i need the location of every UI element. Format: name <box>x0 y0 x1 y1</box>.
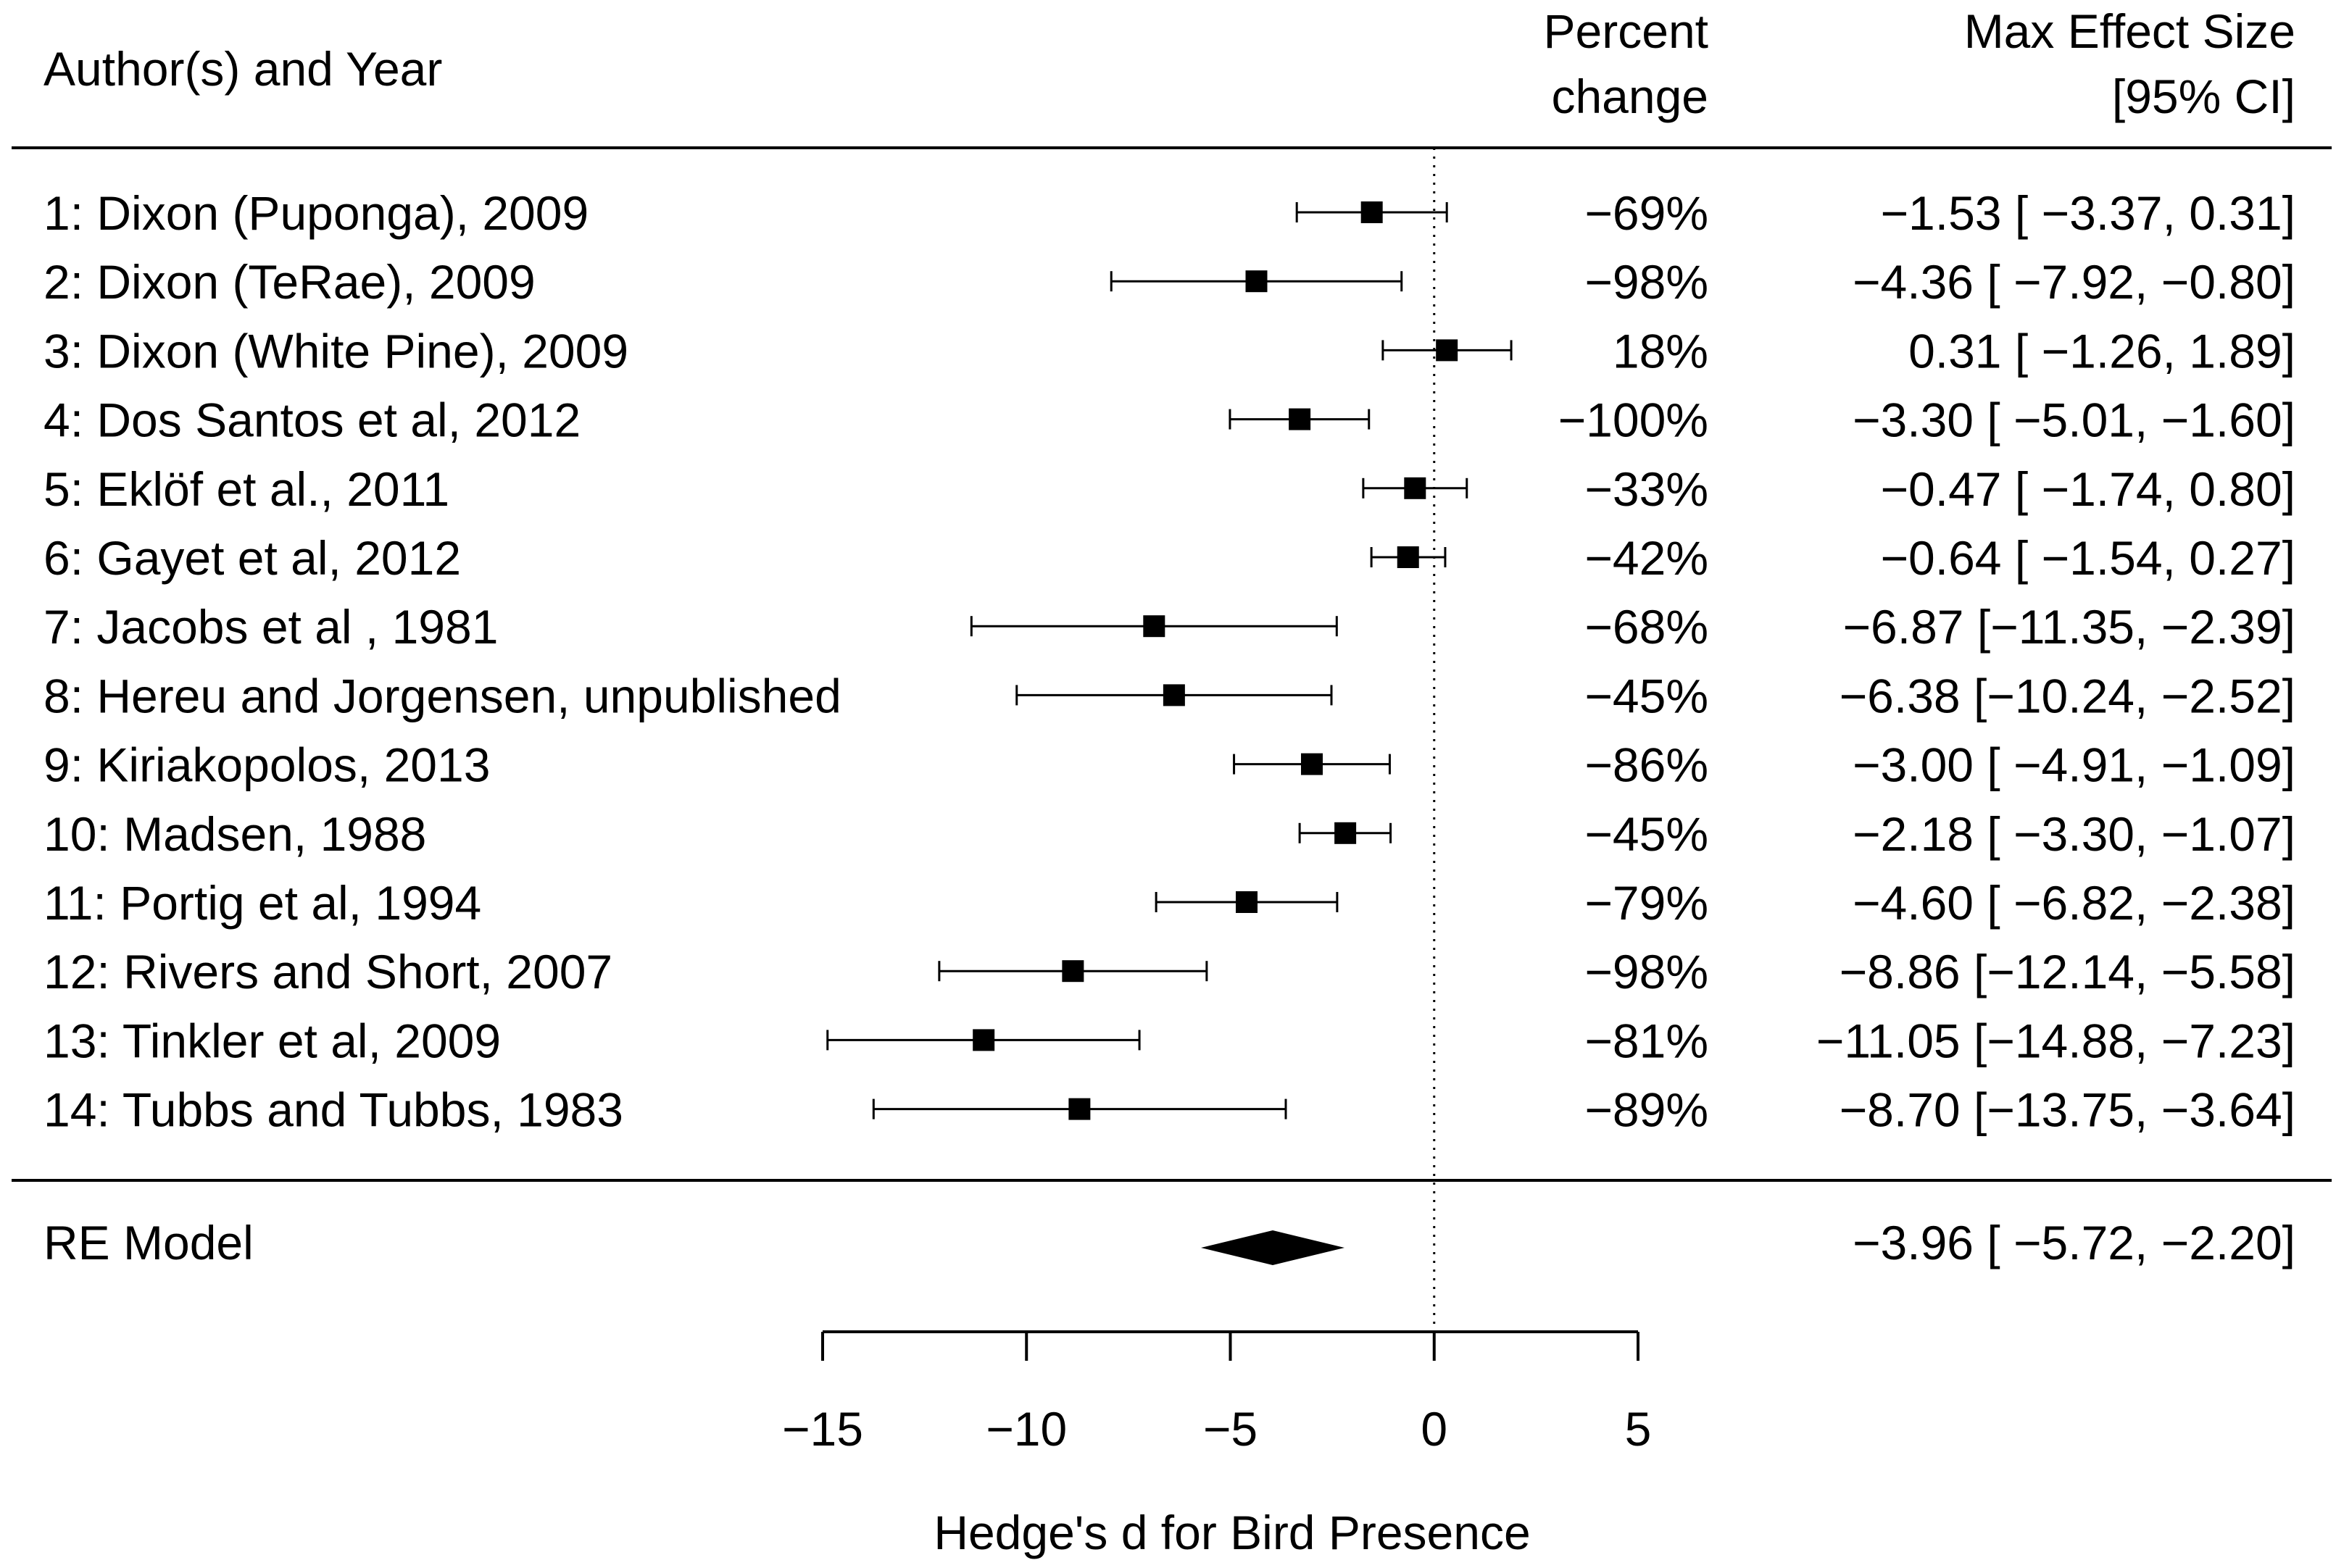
x-tick-label: 0 <box>1421 1402 1447 1456</box>
effect-size-ci: −8.86 [−12.14, −5.58] <box>1840 945 2295 998</box>
study-row: 14: Tubbs and Tubbs, 1983 −89% −8.70 [−13.… <box>43 1083 2295 1137</box>
percent-change: −42% <box>1584 531 1708 585</box>
percent-change: −81% <box>1584 1014 1708 1067</box>
study-label: 9: Kiriakopolos, 2013 <box>43 738 490 792</box>
study-label: 8: Hereu and Jorgensen, unpublished <box>43 669 841 722</box>
point-estimate <box>1143 615 1165 638</box>
point-estimate <box>1289 408 1311 430</box>
point-estimate <box>1334 822 1357 844</box>
study-label: 11: Portig et al, 1994 <box>43 876 481 930</box>
percent-change: −33% <box>1584 462 1708 516</box>
study-label: 2: Dixon (TeRae), 2009 <box>43 255 536 309</box>
study-label: 4: Dos Santos et al, 2012 <box>43 393 581 447</box>
study-row: 10: Madsen, 1988 −45% −2.18 [ −3.30, −1.07… <box>43 807 2295 861</box>
header-effect-line2: [95% CI] <box>2112 70 2295 123</box>
effect-size-ci: −6.38 [−10.24, −2.52] <box>1840 669 2295 722</box>
study-row: 9: Kiriakopolos, 2013 −86% −3.00 [ −4.91, … <box>43 738 2295 792</box>
effect-size-ci: −1.53 [ −3.37, 0.31] <box>1881 186 2295 240</box>
study-row: 8: Hereu and Jorgensen, unpublished −45% −… <box>43 669 2295 722</box>
point-estimate <box>1436 339 1458 362</box>
percent-change: −89% <box>1584 1083 1708 1137</box>
study-rows: 1: Dixon (Puponga), 2009 −69% −1.53 [ −3.3… <box>43 186 2295 1137</box>
effect-size-ci: −0.64 [ −1.54, 0.27] <box>1881 531 2295 585</box>
percent-change: −69% <box>1584 186 1708 240</box>
effect-size-ci: −3.00 [ −4.91, −1.09] <box>1853 738 2295 792</box>
effect-size-ci: −4.60 [ −6.82, −2.38] <box>1853 876 2295 930</box>
point-estimate <box>1062 960 1084 983</box>
study-label: 10: Madsen, 1988 <box>43 807 426 861</box>
study-row: 12: Rivers and Short, 2007 −98% −8.86 [−12… <box>43 945 2295 998</box>
effect-size-ci: −8.70 [−13.75, −3.64] <box>1840 1083 2295 1137</box>
percent-change: −45% <box>1584 807 1708 861</box>
x-axis-label: Hedge's d for Bird Presence <box>934 1506 1530 1559</box>
effect-size-ci: −2.18 [ −3.30, −1.07] <box>1853 807 2295 861</box>
effect-size-ci: −11.05 [−14.88, −7.23] <box>1816 1014 2295 1067</box>
percent-change: 18% <box>1613 324 1708 378</box>
study-row: 1: Dixon (Puponga), 2009 −69% −1.53 [ −3.3… <box>43 186 2295 240</box>
point-estimate <box>1404 477 1426 499</box>
effect-size-ci: 0.31 [ −1.26, 1.89] <box>1908 324 2295 378</box>
point-estimate <box>973 1029 995 1051</box>
point-estimate <box>1068 1098 1091 1120</box>
point-estimate <box>1163 684 1185 706</box>
header-study: Author(s) and Year <box>43 42 442 96</box>
study-row: 7: Jacobs et al , 1981 −68% −6.87 [−11.35,… <box>43 600 2295 654</box>
study-row: 11: Portig et al, 1994 −79% −4.60 [ −6.82,… <box>43 876 2295 930</box>
percent-change: −86% <box>1584 738 1708 792</box>
study-label: 1: Dixon (Puponga), 2009 <box>43 186 589 240</box>
header-percent-line1: Percent <box>1544 4 1708 58</box>
effect-size-ci: −3.30 [ −5.01, −1.60] <box>1853 393 2295 447</box>
study-row: 4: Dos Santos et al, 2012 −100% −3.30 [ −5… <box>43 393 2295 447</box>
effect-size-ci: −4.36 [ −7.92, −0.80] <box>1853 255 2295 309</box>
x-tick-label: −15 <box>782 1402 863 1456</box>
percent-change: −100% <box>1558 393 1708 447</box>
summary-diamond <box>1201 1230 1344 1265</box>
x-tick-label: 5 <box>1625 1402 1652 1456</box>
effect-size-ci: −0.47 [ −1.74, 0.80] <box>1881 462 2295 516</box>
summary-effect: −3.96 [ −5.72, −2.20] <box>1853 1216 2295 1269</box>
effect-size-ci: −6.87 [−11.35, −2.39] <box>1843 600 2296 654</box>
study-row: 13: Tinkler et al, 2009 −81% −11.05 [−14.8… <box>43 1014 2295 1067</box>
x-tick-label: −10 <box>986 1402 1067 1456</box>
x-tick-label: −5 <box>1203 1402 1258 1456</box>
point-estimate <box>1397 546 1419 568</box>
study-row: 2: Dixon (TeRae), 2009 −98% −4.36 [ −7.92,… <box>43 255 2295 309</box>
x-axis: −15 −10 −5 0 5 <box>782 1330 1652 1456</box>
study-label: 3: Dixon (White Pine), 2009 <box>43 324 628 378</box>
study-label: 5: Eklöf et al., 2011 <box>43 462 449 516</box>
study-label: 13: Tinkler et al, 2009 <box>43 1014 501 1067</box>
study-row: 5: Eklöf et al., 2011 −33% −0.47 [ −1.74, … <box>43 462 2295 516</box>
percent-change: −68% <box>1584 600 1708 654</box>
study-label: 7: Jacobs et al , 1981 <box>43 600 498 654</box>
percent-change: −79% <box>1584 876 1708 930</box>
point-estimate <box>1301 753 1323 775</box>
summary-label: RE Model <box>43 1216 254 1269</box>
point-estimate <box>1360 201 1383 223</box>
study-label: 6: Gayet et al, 2012 <box>43 531 461 585</box>
study-label: 12: Rivers and Short, 2007 <box>43 945 612 998</box>
header-effect-line1: Max Effect Size <box>1964 4 2295 58</box>
header-percent-line2: change <box>1551 70 1708 123</box>
percent-change: −98% <box>1584 945 1708 998</box>
study-row: 6: Gayet et al, 2012 −42% −0.64 [ −1.54, 0… <box>43 531 2295 585</box>
study-row: 3: Dixon (White Pine), 2009 18% 0.31 [ −1.… <box>43 324 2295 378</box>
point-estimate <box>1236 891 1258 913</box>
percent-change: −98% <box>1584 255 1708 309</box>
percent-change: −45% <box>1584 669 1708 722</box>
point-estimate <box>1245 270 1268 293</box>
study-label: 14: Tubbs and Tubbs, 1983 <box>43 1083 623 1137</box>
